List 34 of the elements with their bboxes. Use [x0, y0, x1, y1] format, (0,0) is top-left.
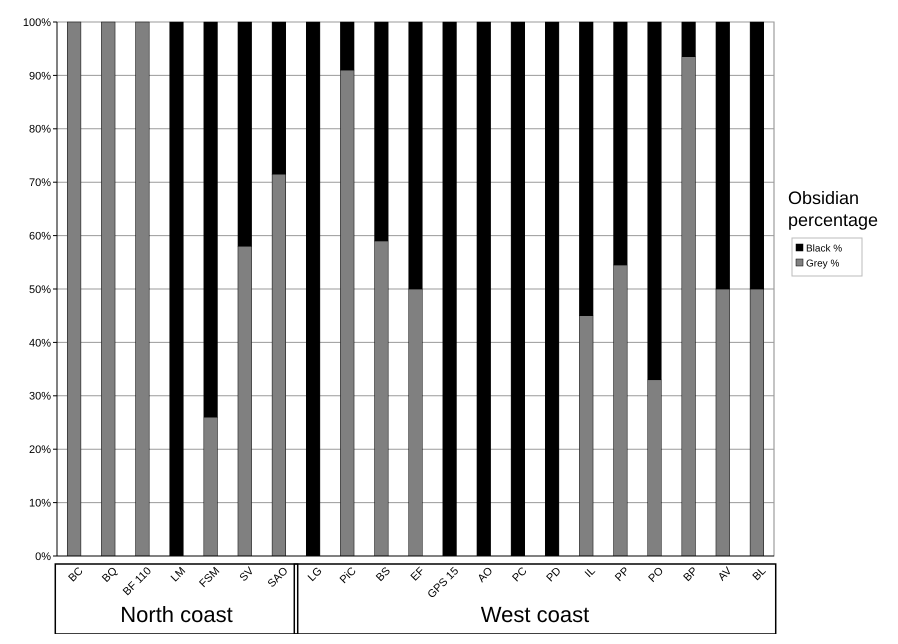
y-tick-label: 30% [28, 390, 52, 403]
y-tick-label: 40% [28, 337, 52, 350]
legend-label: Black % [806, 244, 842, 254]
x-tick-label: PP [613, 565, 632, 584]
x-tick-label: BS [374, 565, 393, 584]
text: North coast [120, 602, 233, 627]
x-tick-label: LM [168, 565, 188, 584]
x-tick-label: PC [510, 565, 530, 584]
text: West coast [480, 602, 590, 627]
legend-title: Obsidian percentage [788, 188, 878, 230]
y-tick-label: 80% [28, 124, 52, 136]
y-tick-label: 50% [28, 284, 52, 296]
x-tick-label: BF 110 [120, 565, 154, 598]
x-tick-label: LG [306, 565, 325, 584]
y-tick-label: 0% [35, 550, 52, 563]
y-tick-label: 60% [28, 230, 52, 242]
y-tick-label: 20% [28, 444, 52, 456]
x-tick-label: BL [750, 565, 768, 584]
x-tick-label: PO [646, 564, 666, 585]
y-tick-label: 70% [28, 177, 52, 190]
x-tick-label: PiC [338, 565, 359, 586]
y-tick-label: 100% [22, 16, 52, 29]
x-tick-label: AO [476, 564, 496, 585]
x-tick-label: SV [237, 564, 257, 584]
x-tick-label: EF [408, 564, 428, 584]
x-tick-label: BC [66, 565, 86, 584]
x-tick-label: BQ [100, 564, 120, 585]
y-tick-label: 90% [28, 70, 52, 82]
y-tick-label: 10% [28, 497, 52, 510]
legend-label: Grey % [806, 258, 840, 270]
x-tick-label: BP [681, 565, 700, 584]
x-tick-label: AV [716, 564, 735, 584]
x-tick-label: IL [582, 565, 598, 580]
x-tick-label: PD [544, 565, 564, 584]
